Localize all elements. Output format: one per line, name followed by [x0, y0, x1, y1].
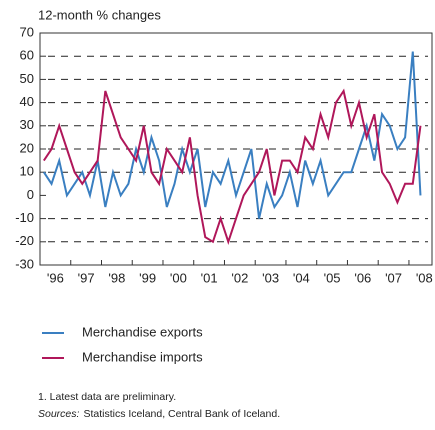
x-tick-label: '99 — [139, 270, 156, 285]
x-tick-label: '04 — [293, 270, 310, 285]
x-tick-label: '00 — [170, 270, 187, 285]
y-tick-label: 60 — [20, 48, 34, 63]
sources-label: Sources: — [38, 408, 80, 420]
x-tick-label: '08 — [416, 270, 433, 285]
x-tick-label: '05 — [324, 270, 341, 285]
x-tick-label: '98 — [108, 270, 125, 285]
series-line — [43, 51, 422, 219]
x-tick-label: '03 — [262, 270, 279, 285]
x-tick-label: '01 — [201, 270, 218, 285]
y-tick-label: 40 — [20, 94, 34, 109]
y-tick-label: 0 — [27, 187, 34, 202]
y-tick-label: 70 — [20, 24, 34, 39]
x-tick-label: '97 — [78, 270, 95, 285]
y-tick-label: 20 — [20, 140, 34, 155]
x-tick-label: '96 — [47, 270, 64, 285]
legend-label: Merchandise exports — [82, 324, 203, 339]
x-tick-label: '07 — [385, 270, 402, 285]
sources: Sources: Statistics Iceland, Central Bank… — [38, 408, 280, 420]
y-tick-label: -10 — [15, 210, 34, 225]
footnote: 1. Latest data are preliminary. — [38, 391, 176, 403]
y-tick-label: -30 — [15, 256, 34, 271]
x-tick-label: '02 — [231, 270, 248, 285]
y-tick-label: 30 — [20, 117, 34, 132]
sources-text: Statistics Iceland, Central Bank of Icel… — [83, 408, 280, 420]
y-tick-label: 10 — [20, 164, 34, 179]
chart-title: 12-month % changes — [38, 7, 161, 22]
legend-label: Merchandise imports — [82, 349, 203, 364]
y-tick-label: 50 — [20, 71, 34, 86]
x-tick-label: '06 — [354, 270, 371, 285]
plot-frame — [39, 32, 433, 266]
series-line — [43, 88, 422, 245]
y-tick-label: -20 — [15, 233, 34, 248]
